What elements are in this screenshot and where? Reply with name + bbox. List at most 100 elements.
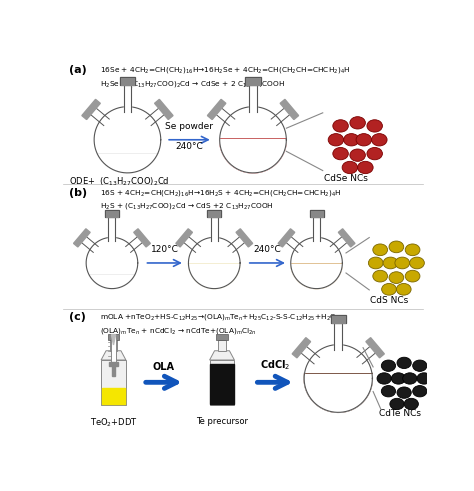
Polygon shape — [280, 99, 299, 119]
Polygon shape — [301, 347, 319, 364]
Ellipse shape — [396, 283, 411, 295]
Polygon shape — [330, 237, 347, 252]
Ellipse shape — [413, 360, 427, 371]
Polygon shape — [94, 107, 161, 173]
Text: (a): (a) — [69, 65, 86, 75]
Polygon shape — [111, 334, 116, 345]
Text: H$_2$Se + (C$_{13}$H$_{27}$COO)$_2$Cd → CdSe + 2 C$_{13}$H$_{27}$COOH: H$_2$Se + (C$_{13}$H$_{27}$COO)$_2$Cd → … — [100, 79, 285, 89]
Polygon shape — [357, 347, 375, 364]
Ellipse shape — [397, 387, 411, 398]
Polygon shape — [236, 229, 253, 247]
Text: OLA: OLA — [153, 362, 175, 372]
Ellipse shape — [356, 134, 372, 146]
Polygon shape — [73, 229, 90, 247]
Polygon shape — [86, 237, 138, 289]
Polygon shape — [109, 362, 118, 366]
Ellipse shape — [382, 283, 396, 295]
Polygon shape — [82, 237, 98, 252]
Polygon shape — [313, 217, 320, 241]
Text: Se powder: Se powder — [165, 122, 213, 131]
Polygon shape — [211, 217, 218, 241]
Polygon shape — [338, 229, 355, 247]
Polygon shape — [120, 77, 135, 84]
Ellipse shape — [397, 357, 411, 369]
Text: 120°C: 120°C — [151, 245, 179, 254]
Polygon shape — [216, 108, 235, 126]
Ellipse shape — [381, 360, 396, 371]
Polygon shape — [91, 108, 109, 126]
Ellipse shape — [350, 117, 365, 129]
Polygon shape — [134, 229, 150, 247]
Ellipse shape — [350, 149, 365, 162]
Ellipse shape — [389, 272, 404, 283]
Ellipse shape — [405, 244, 420, 256]
Ellipse shape — [328, 134, 344, 146]
Ellipse shape — [390, 398, 404, 409]
Polygon shape — [249, 84, 257, 111]
Polygon shape — [101, 360, 126, 405]
Text: 240°C: 240°C — [253, 245, 281, 254]
Ellipse shape — [413, 385, 427, 397]
Polygon shape — [184, 237, 201, 252]
Polygon shape — [97, 153, 158, 173]
Polygon shape — [89, 274, 135, 289]
Ellipse shape — [389, 241, 404, 253]
Ellipse shape — [395, 257, 410, 269]
Ellipse shape — [367, 120, 383, 132]
Ellipse shape — [344, 134, 359, 146]
Polygon shape — [219, 340, 226, 351]
Polygon shape — [109, 217, 116, 241]
Polygon shape — [366, 338, 384, 358]
Polygon shape — [245, 77, 261, 84]
Text: TeO$_2$+DDT: TeO$_2$+DDT — [90, 417, 137, 430]
Polygon shape — [330, 315, 346, 323]
Polygon shape — [278, 229, 295, 247]
Ellipse shape — [377, 373, 392, 384]
Polygon shape — [126, 237, 142, 252]
Polygon shape — [228, 237, 245, 252]
Polygon shape — [208, 99, 226, 119]
Ellipse shape — [383, 257, 398, 269]
Ellipse shape — [373, 244, 388, 256]
Ellipse shape — [357, 162, 373, 174]
Polygon shape — [108, 334, 119, 340]
Ellipse shape — [404, 398, 419, 409]
Polygon shape — [286, 237, 303, 252]
Text: CdTe NCs: CdTe NCs — [379, 409, 421, 418]
Ellipse shape — [367, 147, 383, 160]
Polygon shape — [291, 237, 342, 289]
Ellipse shape — [417, 373, 431, 384]
Ellipse shape — [381, 385, 396, 397]
Polygon shape — [124, 84, 131, 111]
Polygon shape — [292, 338, 310, 358]
Text: CdCl$_2$: CdCl$_2$ — [260, 358, 290, 372]
Text: 16Se + 4CH$_2$=CH(CH$_2$)$_{16}$H→16H$_2$Se + 4CH$_2$=CH(CH$_2$CH=CHCH$_2$)$_4$H: 16Se + 4CH$_2$=CH(CH$_2$)$_{16}$H→16H$_2… — [100, 65, 350, 75]
Polygon shape — [217, 334, 228, 340]
Polygon shape — [105, 210, 119, 217]
Ellipse shape — [405, 270, 420, 282]
Text: 16S + 4CH$_2$=CH(CH$_2$)$_{16}$H→16H$_2$S + 4CH$_2$=CH(CH$_2$CH=CHCH$_2$)$_4$H: 16S + 4CH$_2$=CH(CH$_2$)$_{16}$H→16H$_2$… — [100, 188, 341, 197]
Text: ODE+  (C$_{13}$H$_{27}$COO)$_2$Cd: ODE+ (C$_{13}$H$_{27}$COO)$_2$Cd — [69, 176, 169, 189]
Text: (c): (c) — [69, 312, 85, 322]
Ellipse shape — [333, 147, 348, 160]
Polygon shape — [291, 263, 342, 289]
Ellipse shape — [410, 257, 424, 269]
Polygon shape — [189, 237, 240, 289]
Polygon shape — [111, 334, 116, 362]
Polygon shape — [101, 351, 126, 360]
Ellipse shape — [373, 270, 388, 282]
Polygon shape — [207, 210, 221, 217]
Polygon shape — [334, 323, 342, 350]
Text: (OLA)$_m$Te$_n$ + nCdCl$_2$ → nCdTe+(OLA)$_m$Cl$_{2n}$: (OLA)$_m$Te$_n$ + nCdCl$_2$ → nCdTe+(OLA… — [100, 326, 256, 336]
Text: 240°C: 240°C — [175, 142, 203, 151]
Polygon shape — [219, 107, 286, 173]
Polygon shape — [310, 210, 324, 217]
Polygon shape — [110, 340, 117, 351]
Polygon shape — [210, 351, 235, 360]
Polygon shape — [112, 366, 115, 376]
Polygon shape — [271, 108, 290, 126]
Ellipse shape — [333, 120, 348, 132]
Text: Te precursor: Te precursor — [196, 417, 248, 426]
Text: (b): (b) — [69, 188, 87, 197]
Polygon shape — [176, 229, 192, 247]
